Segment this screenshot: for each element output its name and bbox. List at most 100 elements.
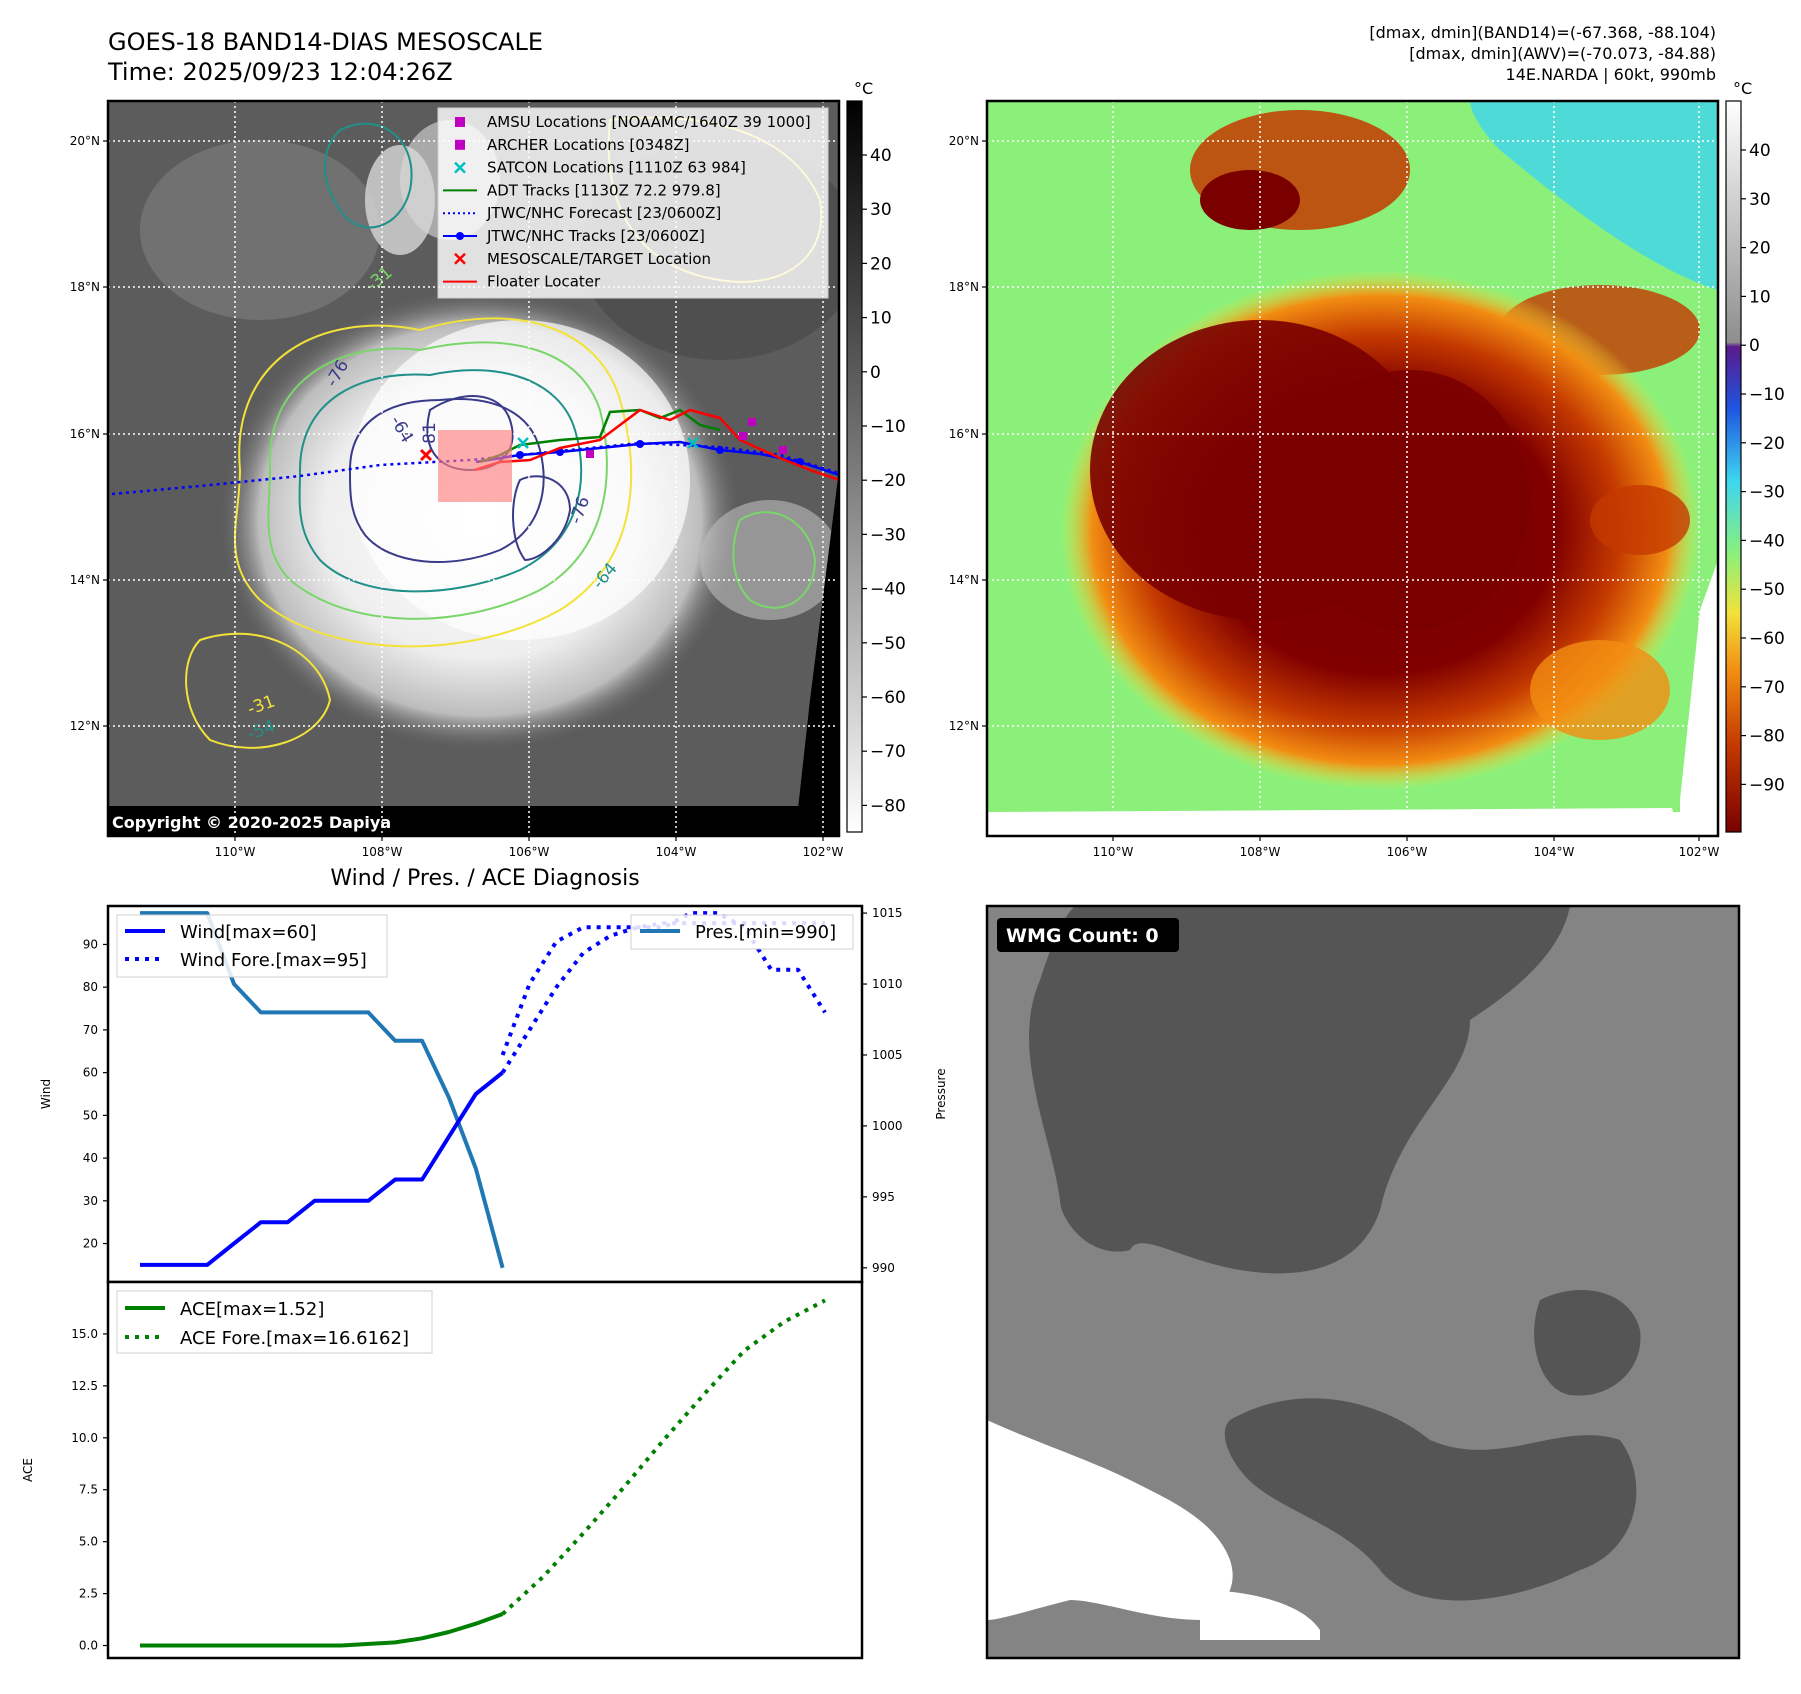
y-tick-label: 0.0 [79, 1639, 98, 1653]
y-tick-label: 30 [83, 1194, 98, 1208]
mesoscale-target-box [438, 430, 512, 502]
legend-label: JTWC/NHC Forecast [23/0600Z] [486, 204, 721, 222]
figure-time: Time: 2025/09/23 12:04:26Z [107, 58, 453, 86]
lon-tick-label: 104°W [1534, 845, 1575, 859]
colorbar-tick-label: 10 [870, 309, 892, 329]
color-colorbar-bar [1725, 100, 1742, 833]
color-map-panel: 110°W 108°W 106°W 104°W 102°W 20°N 18°N 16°N 14°… [949, 99, 1720, 859]
legend-label: SATCON Locations [1110Z 63 984] [487, 159, 746, 177]
lon-tick-label: 108°W [362, 845, 403, 859]
floater-locater [474, 408, 839, 482]
wmg-count-label: WMG Count: 0 [1006, 925, 1159, 947]
legend-label-pressure: Pres.[min=990] [695, 922, 836, 943]
y-tick-label-right: 1015 [872, 906, 903, 920]
colorbar-tick-label: −20 [870, 471, 906, 491]
legend-label-ace: ACE[max=1.52] [180, 1299, 324, 1320]
wmg-dark-region [1534, 1290, 1641, 1396]
colorbar-tick-label: 0 [870, 363, 881, 383]
adt-track [479, 408, 721, 464]
colorbar-tick-label: −10 [1749, 385, 1785, 405]
y-tick-label: 90 [83, 937, 98, 951]
wmg-white-region [1200, 1590, 1320, 1640]
target-marker [419, 448, 433, 462]
colorbar-tick-label: −60 [870, 688, 906, 708]
y-tick-label: 10.0 [71, 1431, 98, 1445]
wmg-dark-region [1224, 1398, 1637, 1601]
legend-label: MESOSCALE/TARGET Location [487, 250, 711, 268]
amsu-markers [586, 418, 787, 458]
map-gridlines [987, 101, 1718, 836]
gray-colorbar-unit: °C [854, 79, 873, 98]
copyright-text: Copyright © 2020-2025 Dapiya [112, 813, 391, 832]
lon-tick-label: 102°W [1679, 845, 1720, 859]
y-tick-label-right: 990 [872, 1261, 895, 1275]
jtwc-track-points [516, 440, 804, 466]
colorbar-tick-label: −10 [870, 417, 906, 437]
legend-label: Floater Locater [487, 273, 601, 291]
lat-tick-label: 20°N [949, 134, 979, 148]
y-tick-label-right: 1005 [872, 1048, 903, 1062]
lon-tick-label: 104°W [656, 845, 697, 859]
colorbar-tick-label: −50 [870, 634, 906, 654]
wmg-white-region [987, 1420, 1233, 1620]
legend-marker-square [455, 117, 465, 127]
legend-label: ADT Tracks [1130Z 72.2 979.8] [487, 181, 721, 199]
colorbar-tick-label: 40 [1749, 141, 1771, 161]
y-tick-label: 70 [83, 1023, 98, 1037]
colorbar-tick-label: −60 [1749, 629, 1785, 649]
ace-axis-label: ACE [21, 1458, 35, 1482]
colorbar-tick-label: −70 [870, 742, 906, 762]
color-map-axes: 110°W 108°W 106°W 104°W 102°W 20°N 18°N 16°N 14°… [949, 134, 1720, 859]
color-colorbar: °C 40 30 20 10 0 −10 −20 −30 −40 −50 −60 −70 −80 −90 [1725, 79, 1785, 833]
y-tick-label: 20 [83, 1237, 98, 1251]
contour-label: -81 [420, 422, 440, 450]
wind-legend: Wind[max=60] Wind Fore.[max=95] [116, 914, 388, 978]
colorbar-tick-label: 30 [870, 200, 892, 220]
legend-marker-x [454, 161, 466, 174]
y-tick-label: 2.5 [79, 1587, 98, 1601]
colorbar-tick-label: −90 [1749, 775, 1785, 795]
ace-legend: ACE[max=1.52] ACE Fore.[max=16.6162] [116, 1290, 433, 1354]
lon-tick-label: 110°W [215, 845, 256, 859]
colorbar-tick-label: −50 [1749, 580, 1785, 600]
y-tick-label: 12.5 [71, 1379, 98, 1393]
copyright-bar [108, 806, 839, 836]
colorbar-tick-label: 40 [870, 146, 892, 166]
colorbar-tick-label: −40 [1749, 531, 1785, 551]
figure-title: GOES-18 BAND14-DIAS MESOSCALE [108, 28, 543, 56]
gray-colorbar-bar [846, 100, 863, 833]
lon-tick-label: 110°W [1093, 845, 1134, 859]
colorbar-tick-label: 20 [1749, 239, 1771, 259]
lat-tick-label: 18°N [949, 280, 979, 294]
ir-map-frame [106, 99, 841, 838]
lon-tick-label: 106°W [509, 845, 550, 859]
colorbar-tick-label: 30 [1749, 190, 1771, 210]
info-band14: [dmax, dmin](BAND14)=(-67.368, -88.104) [1369, 23, 1716, 42]
lat-tick-label: 12°N [949, 719, 979, 733]
y-tick-label: 40 [83, 1151, 98, 1165]
ir-map-panel: -76 -64 -81 -76 -64 -31 -54 -31 [70, 99, 844, 859]
legend-label: AMSU Locations [NOAAMC/1640Z 39 1000] [487, 113, 811, 131]
colorbar-tick-label: 0 [1749, 336, 1760, 356]
y-tick-label: 50 [83, 1108, 98, 1122]
gray-colorbar: °C 40 30 20 10 0 −10 −20 −30 −40 −50 −60 −70 −80 [846, 79, 906, 833]
legend-label-wind: Wind[max=60] [180, 922, 317, 943]
y-tick-label-right: 1010 [872, 977, 903, 991]
color-map-frame [985, 99, 1720, 838]
info-storm: 14E.NARDA | 60kt, 990mb [1506, 65, 1716, 84]
pressure-axis-label: Pressure [934, 1068, 948, 1119]
colorbar-tick-label: 10 [1749, 287, 1771, 307]
wind-axis-label: Wind [39, 1079, 53, 1109]
colorbar-tick-label: −30 [1749, 483, 1785, 503]
series-line [501, 1298, 826, 1616]
wmg-frame [985, 904, 1741, 1660]
y-tick-label: 15.0 [71, 1327, 98, 1341]
series-line [140, 1612, 504, 1648]
wmg-dark-region [1029, 906, 1570, 1274]
wmg-count-badge [997, 918, 1179, 952]
lat-tick-label: 14°N [70, 573, 100, 587]
colorbar-tick-label: −30 [870, 525, 906, 545]
y-tick-label-right: 995 [872, 1190, 895, 1204]
